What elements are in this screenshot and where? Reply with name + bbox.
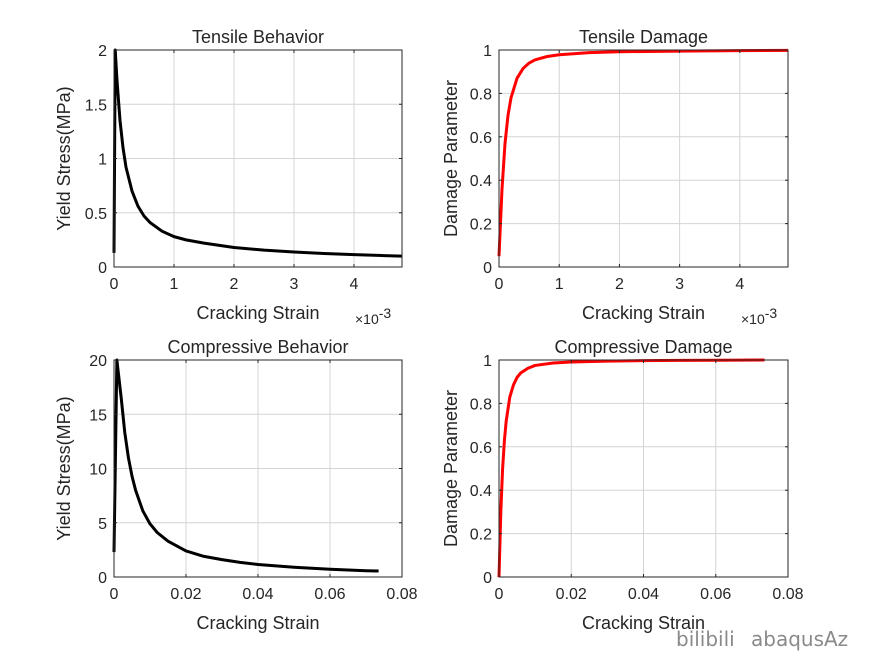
tensile-behavior-x-tick-label: 4 [350,276,359,293]
tensile-damage-x-tick-label: 3 [675,276,684,293]
tensile-behavior-x-tick-label: 3 [290,276,299,293]
axes-tensile-damage: 0 1 2 3 4 0 0.2 0.4 0.6 0.8 1 ×10-3 Tensile Damage Cr… [441,27,789,327]
compressive-damage-y-tick-label: 0.8 [470,396,492,413]
compressive-damage-y-tick-label: 1 [483,353,492,370]
tensile-damage-y-axis-label: Damage Parameter [441,80,461,237]
axes-compressive-behavior: 0 0.02 0.04 0.06 0.08 0 5 10 15 20 Compressive Beh… [54,337,418,633]
tensile-behavior-title: Tensile Behavior [192,27,324,47]
tensile-damage-x-exponent-label: ×10-3 [741,305,777,327]
tensile-behavior-x-tick-label: 0 [110,276,119,293]
tensile-damage-x-tick-label: 4 [735,276,744,293]
tensile-damage-x-tick-label: 2 [615,276,624,293]
compressive-damage-y-tick-label: 0.6 [470,440,492,457]
tensile-damage-x-tick-label: 0 [495,276,504,293]
tensile-damage-x-axis-label: Cracking Strain [582,303,705,323]
compressive-damage-title: Compressive Damage [554,337,732,357]
tensile-behavior-series-line [112,48,403,258]
compressive-behavior-y-tick-label: 10 [89,462,107,479]
tensile-damage-title: Tensile Damage [579,27,708,47]
tensile-behavior-y-tick-label: 0 [98,260,107,277]
compressive-behavior-x-tick-label: 0.06 [314,586,345,603]
compressive-behavior-y-tick-label: 15 [89,407,107,424]
tensile-behavior-y-tick-label: 2 [98,43,107,60]
tensile-damage-x-exponent-power: -3 [765,305,778,321]
tensile-damage-series-line [497,48,789,257]
compressive-behavior-x-axis-label: Cracking Strain [196,613,319,633]
watermark-brand: bilibili [676,627,735,651]
compressive-damage-x-tick-label: 0.06 [700,586,731,603]
tensile-behavior-x-tick-label: 1 [170,276,179,293]
tensile-damage-y-tick-label: 0.6 [470,130,492,147]
compressive-damage-series-line [497,358,765,578]
compressive-damage-x-tick-label: 0 [495,586,504,603]
compressive-damage-x-tick-label: 0.04 [628,586,659,603]
compressive-damage-grid [498,359,789,578]
compressive-behavior-y-tick-label: 0 [98,570,107,587]
watermark: bilibili abaqusAz [676,627,848,651]
compressive-behavior-x-tick-label: 0.04 [242,586,273,603]
compressive-behavior-grid [113,359,403,578]
tensile-damage-y-tick-label: 0.8 [470,86,492,103]
compressive-damage-y-tick-label: 0.4 [470,483,492,500]
tensile-behavior-y-tick-label: 1.5 [85,97,107,114]
compressive-damage-x-axis-label: Cracking Strain [582,613,705,633]
tensile-behavior-x-tick-label: 2 [230,276,239,293]
tensile-damage-y-tick-label: 0 [483,260,492,277]
compressive-behavior-x-tick-label: 0.08 [386,586,417,603]
tensile-behavior-y-tick-label: 0.5 [85,206,107,223]
compressive-behavior-title: Compressive Behavior [167,337,348,357]
tensile-damage-axes-frame [498,49,789,268]
compressive-damage-x-tick-label: 0.02 [556,586,587,603]
tensile-damage-y-tick-label: 0.4 [470,173,492,190]
compressive-behavior-x-tick-label: 0.02 [170,586,201,603]
tensile-behavior-grid [113,49,402,268]
axes-compressive-damage: 0 0.02 0.04 0.06 0.08 0 0.2 0.4 0.6 0.8 1 Compressi… [441,337,804,633]
compressive-damage-y-tick-label: 0.2 [470,527,492,544]
tensile-behavior-x-exponent-power: -3 [379,305,392,321]
compressive-behavior-x-tick-label: 0 [110,586,119,603]
tensile-behavior-y-axis-label: Yield Stress(MPa) [54,86,74,230]
compressive-damage-x-tick-label: 0.08 [772,586,803,603]
tensile-behavior-x-exponent-label: ×10-3 [355,305,391,327]
tensile-damage-x-tick-label: 1 [555,276,564,293]
tensile-damage-y-tick-label: 0.2 [470,217,492,234]
compressive-behavior-y-tick-label: 5 [98,516,107,533]
tensile-damage-grid [498,49,788,268]
compressive-damage-y-axis-label: Damage Parameter [441,390,461,547]
compressive-damage-y-tick-label: 0 [483,570,492,587]
compressive-behavior-y-axis-label: Yield Stress(MPa) [54,396,74,540]
tensile-damage-y-tick-label: 1 [483,43,492,60]
tensile-behavior-x-axis-label: Cracking Strain [196,303,319,323]
axes-tensile-behavior: 0 1 2 3 4 0 0.5 1 1.5 2 ×10-3 Tensile Behavior Crack… [54,27,403,327]
watermark-author: abaqusAz [751,627,848,651]
tensile-behavior-y-tick-label: 1 [98,152,107,169]
compressive-behavior-y-tick-label: 20 [89,353,107,370]
compressive-behavior-series-line [112,358,379,573]
